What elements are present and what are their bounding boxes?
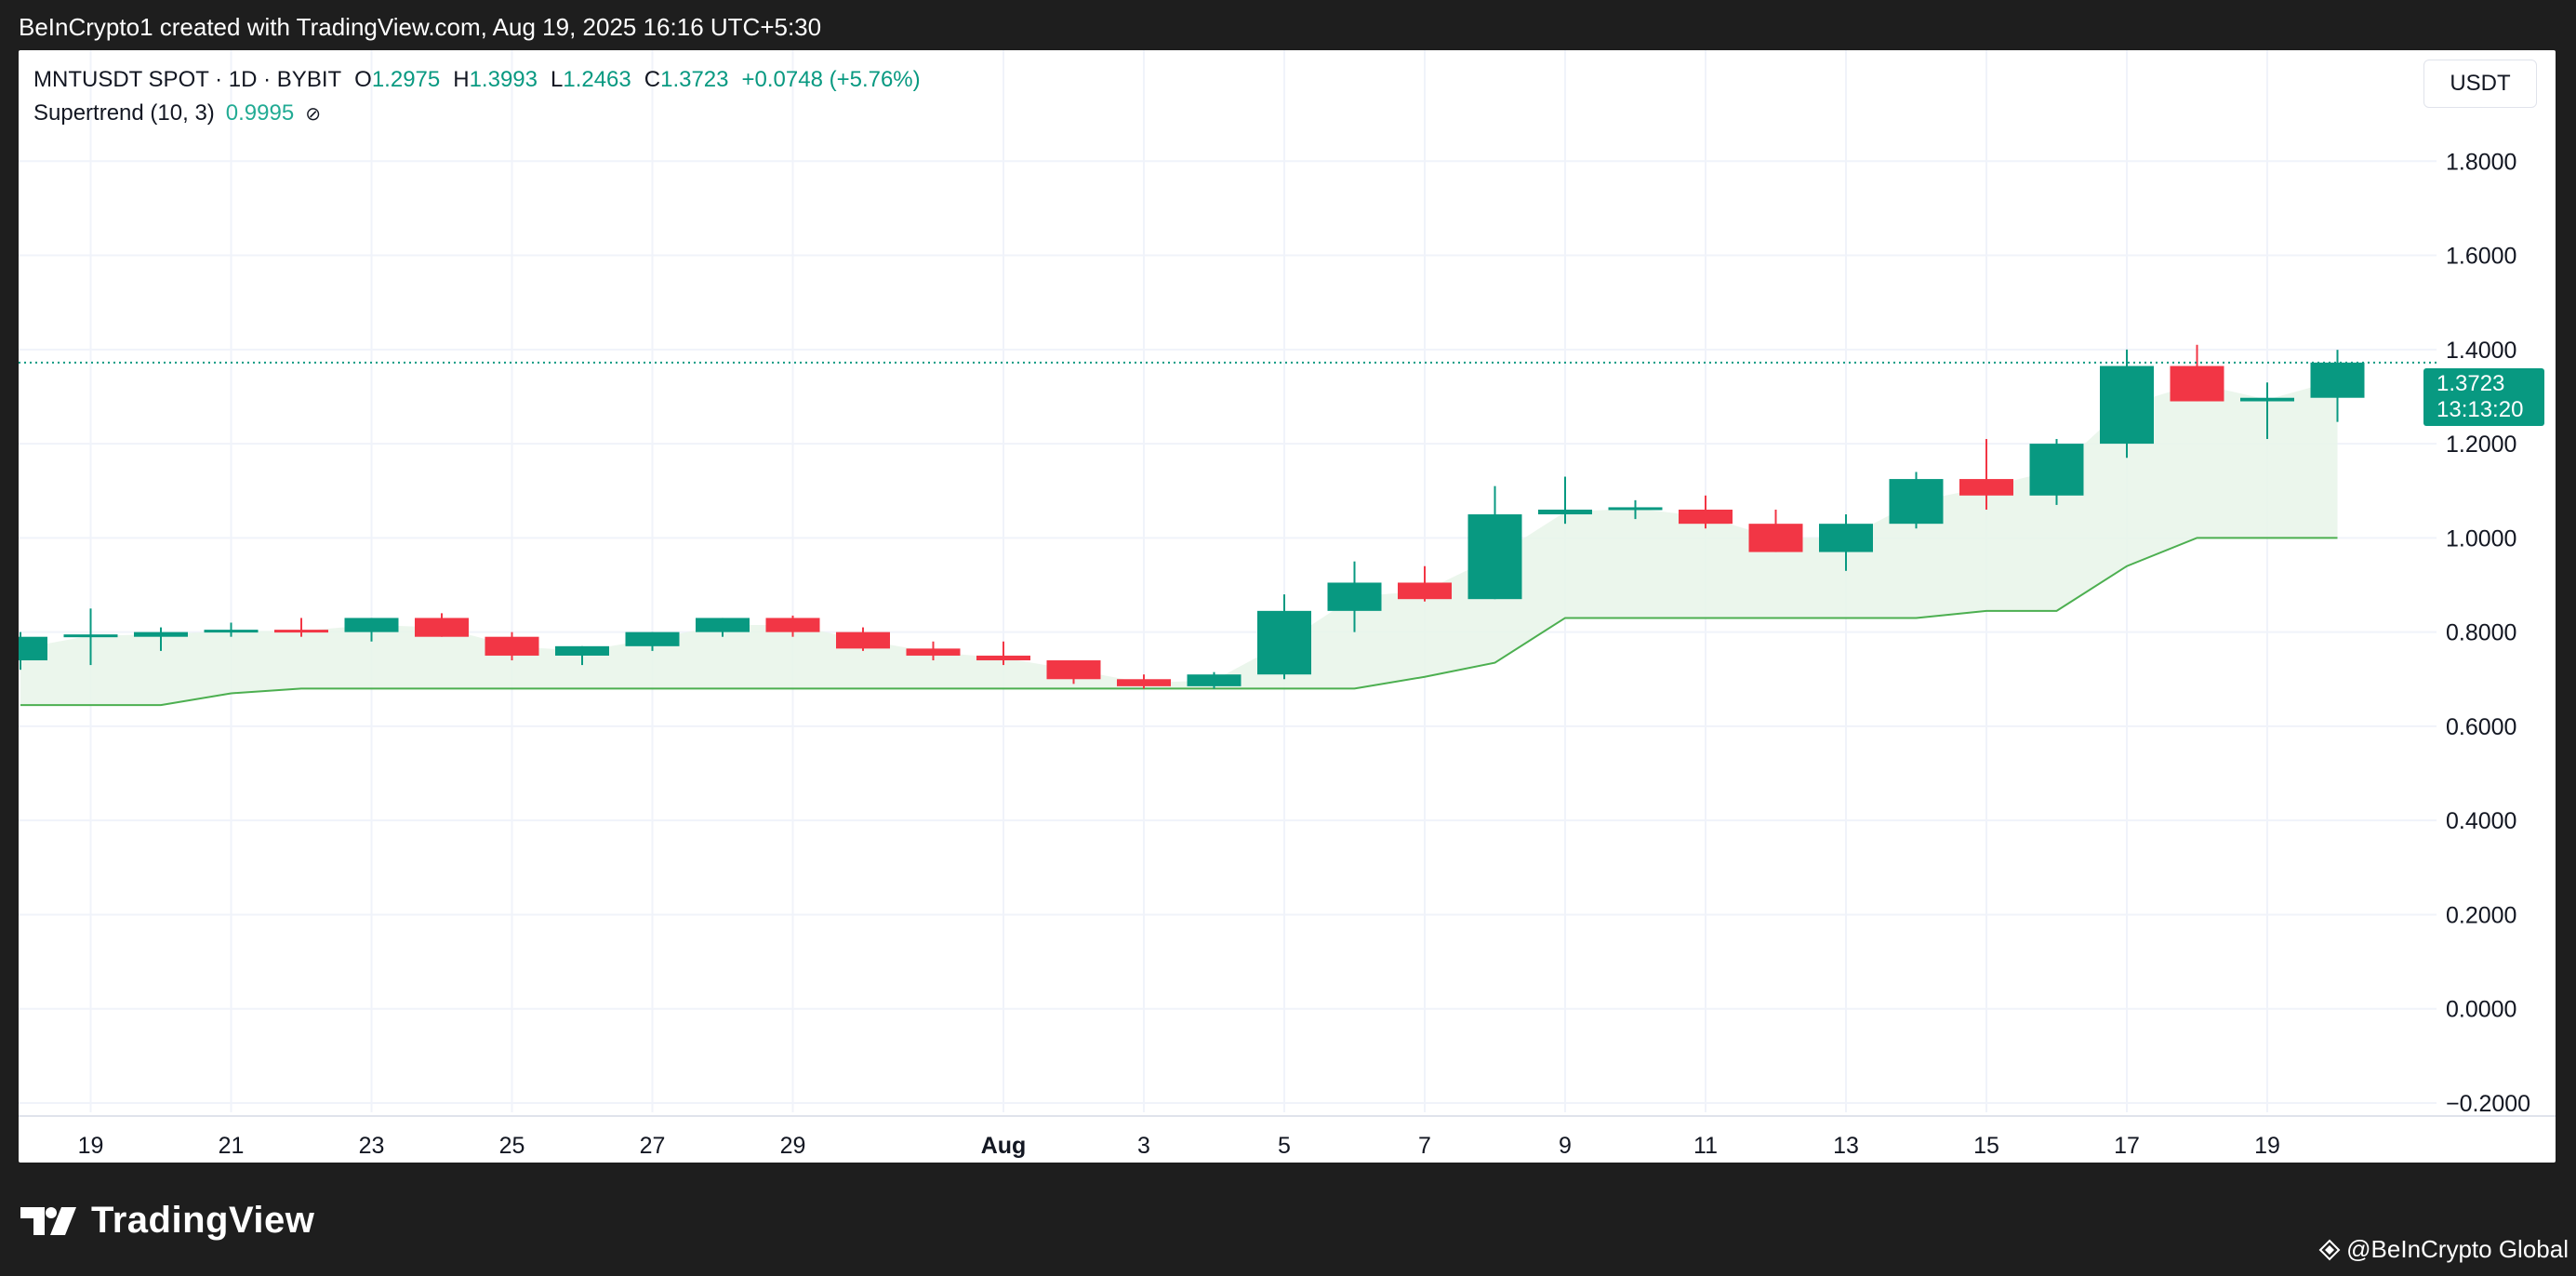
- x-tick-label: 27: [640, 1133, 666, 1159]
- last-price-badge: 1.3723 13:13:20: [2423, 368, 2544, 426]
- last-price-value: 1.3723: [2437, 371, 2505, 396]
- candle-body[interactable]: [1398, 582, 1452, 600]
- y-tick-label: 1.2000: [2446, 432, 2516, 458]
- candle-body[interactable]: [1538, 509, 1592, 515]
- x-tick-label: Aug: [981, 1133, 1027, 1159]
- candle-body[interactable]: [625, 631, 680, 646]
- candle-body[interactable]: [555, 645, 609, 656]
- candle-body[interactable]: [1889, 479, 1944, 525]
- low-label: L: [550, 67, 564, 92]
- y-tick-label: 1.0000: [2446, 525, 2516, 552]
- candle-body[interactable]: [415, 618, 469, 637]
- y-tick-label: 1.4000: [2446, 338, 2516, 364]
- y-tick-label: 0.8000: [2446, 620, 2516, 646]
- candle-body[interactable]: [2029, 444, 2084, 496]
- y-tick-label: 0.4000: [2446, 808, 2516, 834]
- candle-body[interactable]: [204, 630, 259, 633]
- y-tick-label: 1.6000: [2446, 244, 2516, 270]
- candle-body[interactable]: [134, 631, 188, 637]
- candle-body[interactable]: [2240, 397, 2294, 402]
- candle-body[interactable]: [344, 618, 399, 632]
- close-value: 1.3723: [660, 67, 729, 92]
- x-tick-label: 17: [2114, 1133, 2140, 1159]
- candle-body[interactable]: [1679, 509, 1733, 525]
- y-tick-label: −0.2000: [2446, 1091, 2530, 1117]
- x-tick-label: 19: [78, 1133, 104, 1159]
- x-tick-label: 15: [1973, 1133, 1999, 1159]
- candle-body[interactable]: [1608, 507, 1663, 511]
- currency-button[interactable]: USDT: [2423, 60, 2537, 108]
- ohlc-legend-row: MNTUSDT SPOT · 1D · BYBIT O1.2975 H1.3993 L…: [33, 63, 921, 97]
- chart-area[interactable]: 1.8000 1.6000 1.4000 1.2000 1.0000 0.8000 0.60…: [19, 50, 2556, 1163]
- open-value: 1.2975: [371, 67, 441, 92]
- supertrend-label[interactable]: Supertrend (10, 3): [33, 100, 215, 126]
- candle-body[interactable]: [1257, 610, 1311, 675]
- tradingview-logo[interactable]: TradingView: [20, 1200, 314, 1242]
- x-tick-label: 25: [499, 1133, 525, 1159]
- supertrend-value: 0.9995: [225, 100, 295, 126]
- y-tick-label: 0.0000: [2446, 997, 2516, 1023]
- x-tick-label: 9: [1559, 1133, 1572, 1159]
- chart-caption: BeInCrypto1 created with TradingView.com…: [19, 13, 822, 41]
- chart-legend: MNTUSDT SPOT · 1D · BYBIT O1.2975 H1.3993 L…: [33, 63, 921, 131]
- x-tick-label: 3: [1137, 1133, 1150, 1159]
- indicator-legend-row[interactable]: Supertrend (10, 3) 0.9995 ⊘: [33, 97, 921, 131]
- open-label: O: [354, 67, 372, 92]
- x-tick-label: 21: [219, 1133, 245, 1159]
- candle-body[interactable]: [2170, 366, 2224, 402]
- high-value: 1.3993: [469, 67, 538, 92]
- candle-body[interactable]: [2100, 366, 2154, 445]
- candle-body[interactable]: [63, 634, 118, 638]
- candle-body[interactable]: [906, 648, 961, 656]
- x-tick-label: 5: [1278, 1133, 1291, 1159]
- supertrend-fill: [20, 379, 2338, 706]
- candle-body[interactable]: [696, 618, 750, 632]
- beincrypto-icon: [2318, 1239, 2341, 1260]
- x-tick-label: 19: [2254, 1133, 2280, 1159]
- close-label: C: [644, 67, 661, 92]
- candle-body[interactable]: [765, 618, 820, 632]
- candle-body[interactable]: [836, 631, 890, 649]
- x-tick-label: 11: [1693, 1133, 1718, 1159]
- tradingview-logo-text: TradingView: [91, 1200, 315, 1241]
- candle-body[interactable]: [1117, 679, 1171, 686]
- x-tick-label: 7: [1418, 1133, 1431, 1159]
- candle-body[interactable]: [1748, 524, 1803, 552]
- change-value: +0.0748 (+5.76%): [741, 67, 921, 92]
- credit-text: @BeInCrypto Global: [2346, 1235, 2569, 1263]
- candle-body[interactable]: [1187, 674, 1242, 686]
- x-tick-label: 23: [359, 1133, 385, 1159]
- candle-body[interactable]: [976, 655, 1030, 661]
- candle-body[interactable]: [1467, 514, 1522, 600]
- y-tick-label: 1.8000: [2446, 149, 2516, 175]
- y-tick-label: 0.2000: [2446, 902, 2516, 928]
- candle-body[interactable]: [1959, 479, 2013, 496]
- supertrend-line[interactable]: [20, 537, 2338, 707]
- y-tick-label: 0.6000: [2446, 714, 2516, 740]
- candle-body[interactable]: [2310, 362, 2365, 398]
- symbol-label[interactable]: MNTUSDT SPOT · 1D · BYBIT: [33, 67, 342, 92]
- x-tick-label: 29: [780, 1133, 806, 1159]
- credit-label: @BeInCrypto Global: [2318, 1235, 2569, 1264]
- candle-body[interactable]: [19, 636, 47, 661]
- candle-body[interactable]: [1046, 660, 1101, 680]
- x-tick-label: 13: [1833, 1133, 1859, 1159]
- candle-body[interactable]: [485, 636, 539, 656]
- candle-body[interactable]: [1327, 582, 1382, 611]
- candle-body[interactable]: [274, 630, 328, 633]
- bar-countdown: 13:13:20: [2437, 397, 2524, 422]
- eye-off-icon[interactable]: ⊘: [305, 104, 321, 125]
- tradingview-logo-icon: [20, 1206, 76, 1235]
- price-chart[interactable]: 1.8000 1.6000 1.4000 1.2000 1.0000 0.8000 0.60…: [19, 50, 2556, 1163]
- candle-body[interactable]: [1819, 524, 1873, 552]
- low-value: 1.2463: [563, 67, 631, 92]
- high-label: H: [453, 67, 470, 92]
